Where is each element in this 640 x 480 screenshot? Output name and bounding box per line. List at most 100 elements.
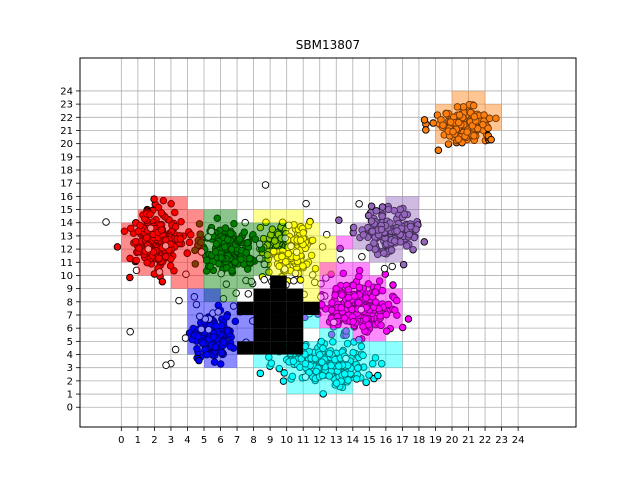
data-point <box>290 277 298 285</box>
data-point <box>221 243 229 251</box>
y-tick-label: 1 <box>67 390 73 401</box>
data-point <box>176 235 185 243</box>
data-point <box>144 245 153 253</box>
data-point <box>267 359 276 368</box>
data-point <box>217 348 226 357</box>
grid-cell <box>303 301 320 315</box>
data-point <box>370 239 378 247</box>
data-point <box>181 334 190 342</box>
data-point <box>327 361 335 370</box>
grid-cell <box>204 354 221 368</box>
grid-cell <box>352 301 370 315</box>
data-point <box>261 181 270 189</box>
grid-cell <box>319 288 337 302</box>
grid-cell <box>286 235 304 250</box>
data-point <box>331 291 339 299</box>
data-point <box>282 258 290 266</box>
data-point <box>434 146 443 155</box>
grid-cell <box>369 249 386 263</box>
grid-cell <box>468 90 486 105</box>
data-point <box>365 371 373 379</box>
grid-cell <box>435 117 452 131</box>
x-tick-label: 0 <box>118 435 124 446</box>
data-point <box>317 337 326 346</box>
data-point <box>384 300 393 309</box>
grid-cell <box>237 301 254 315</box>
data-point <box>420 116 429 124</box>
grid-cell <box>220 354 238 368</box>
grid-cell <box>187 222 204 236</box>
data-point <box>358 253 366 261</box>
data-point <box>355 283 363 291</box>
data-point <box>349 317 357 326</box>
grid-cell <box>319 341 337 355</box>
grid-cell <box>485 104 502 118</box>
data-point <box>194 332 202 341</box>
grid-cell <box>385 209 403 223</box>
y-tick-label: 18 <box>60 166 73 177</box>
grid-cell <box>303 380 320 395</box>
data-point <box>247 277 256 286</box>
grid-cell <box>286 367 304 381</box>
grid-cell <box>352 367 370 381</box>
data-point <box>402 242 411 250</box>
data-point <box>255 240 264 248</box>
data-point <box>143 258 151 267</box>
data-point <box>355 266 364 275</box>
grid-cell <box>352 275 370 289</box>
data-point <box>243 265 252 273</box>
data-point <box>197 238 205 246</box>
grid-cell <box>154 249 171 263</box>
data-point <box>204 326 213 334</box>
data-point <box>147 224 155 232</box>
data-point <box>242 249 250 257</box>
grid-cell <box>220 314 238 329</box>
grid-cell <box>336 380 353 395</box>
grid-cell <box>369 314 386 329</box>
grid-cell <box>270 262 287 276</box>
grid-cell <box>270 222 287 236</box>
grid-cell <box>187 301 204 315</box>
grid-cell <box>319 354 337 368</box>
grid-cell <box>204 328 221 342</box>
grid-cell <box>286 262 304 276</box>
x-tick-label: 16 <box>379 435 392 446</box>
grid-cell <box>385 222 403 236</box>
grid-cell <box>303 262 320 276</box>
grid-cell <box>137 249 155 263</box>
grid-cell <box>204 301 221 315</box>
data-point <box>134 227 143 236</box>
y-tick-label: 5 <box>67 337 73 348</box>
grid-cell <box>385 235 403 250</box>
grid-cell <box>204 288 221 302</box>
grid-cell <box>319 262 337 276</box>
data-point <box>193 345 201 353</box>
grid-cell <box>468 104 486 118</box>
data-point <box>307 251 316 260</box>
grid-cell <box>187 275 204 289</box>
grid-cell <box>204 249 221 263</box>
data-point <box>357 305 365 314</box>
grid-cell <box>270 314 287 329</box>
grid-cell <box>187 288 204 302</box>
data-point <box>344 300 352 309</box>
x-tick-label: 3 <box>168 435 174 446</box>
data-point <box>343 339 352 348</box>
data-point <box>285 221 293 230</box>
data-point <box>327 270 335 278</box>
grid-cell <box>336 328 353 342</box>
data-point <box>260 276 268 284</box>
grid-cell <box>137 235 155 250</box>
data-point <box>344 286 353 294</box>
grid-cell <box>220 249 238 263</box>
data-point <box>380 264 389 273</box>
data-point <box>325 349 334 358</box>
grid-cell <box>220 328 238 342</box>
grid-cell <box>220 275 238 289</box>
grid-cell <box>220 262 238 276</box>
data-point <box>278 252 286 261</box>
grid-cell <box>170 262 188 276</box>
grid-cell <box>220 222 238 236</box>
grid-cell <box>253 262 271 276</box>
